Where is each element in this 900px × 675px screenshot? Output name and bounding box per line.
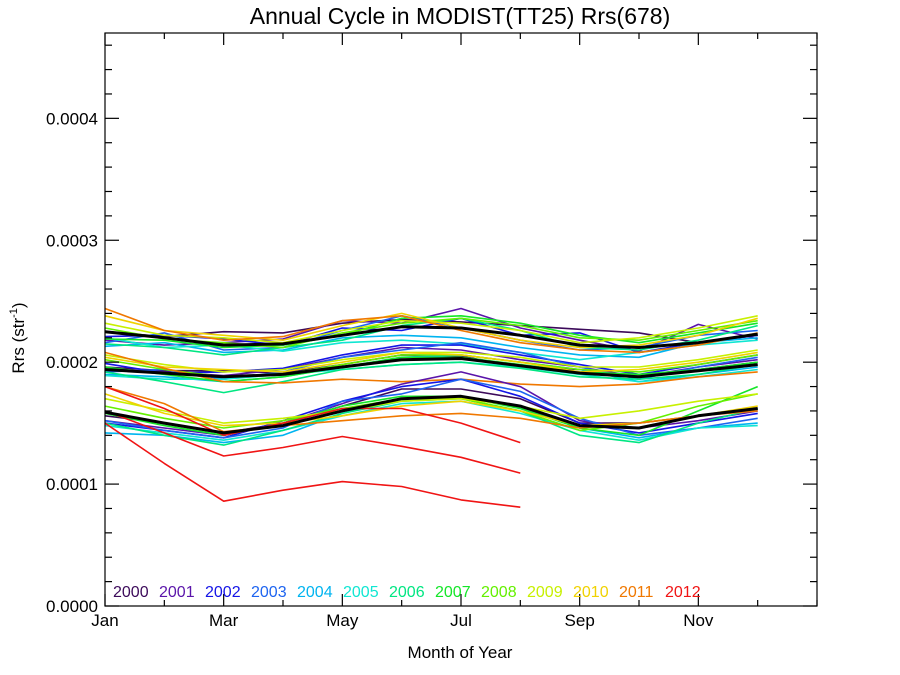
x-tick-label: Sep [565, 611, 595, 630]
legend-item-2000: 2000 [113, 584, 149, 601]
series-line-2012-a-38 [104, 385, 521, 444]
legend: 2000 2001 2002 2003 2004 2005 2006 2007 2008 2009… [113, 584, 701, 601]
y-axis-label-end: ) [9, 302, 28, 308]
series-line-lower-31 [104, 400, 758, 442]
series-line-middle-19 [104, 361, 758, 394]
series-line-upper-4 [104, 334, 758, 359]
y-axis-label: Rrs (str-1) [8, 302, 28, 373]
series-line-lower-35 [104, 393, 758, 424]
series-line-mean-middle-25 [104, 357, 758, 379]
series-line-lower-29 [104, 378, 758, 439]
series-line-middle-22 [104, 349, 758, 373]
series-layer [104, 307, 759, 508]
x-axis-label: Month of Year [408, 643, 513, 662]
legend-item-2004: 2004 [297, 584, 333, 601]
series-line-middle-20 [104, 356, 758, 383]
legend-item-2012: 2012 [665, 584, 701, 601]
series-line-middle-24 [104, 351, 758, 388]
series-line-mean-lower-41 [104, 394, 758, 435]
x-tick-label: Nov [683, 611, 714, 630]
y-tick-label: 0.0003 [46, 231, 98, 250]
series-line-2012-b-39 [104, 410, 521, 474]
legend-item-2010: 2010 [573, 584, 609, 601]
legend-item-2006: 2006 [389, 584, 425, 601]
series-line-upper-11 [104, 307, 758, 354]
legend-item-2007: 2007 [435, 584, 471, 601]
chart-title: Annual Cycle in MODIST(TT25) Rrs(678) [250, 3, 671, 29]
y-axis-label-main: Rrs (str [9, 318, 28, 374]
series-line-mean-upper-12 [104, 325, 758, 349]
y-tick-label: 0.0000 [46, 597, 98, 616]
x-tick-label: Jan [91, 611, 118, 630]
legend-item-2009: 2009 [527, 584, 563, 601]
x-tick-label: Mar [209, 611, 239, 630]
y-tick-label: 0.0001 [46, 475, 98, 494]
x-tick-label: Jul [450, 611, 472, 630]
series-line-upper-7 [104, 314, 758, 349]
legend-item-2001: 2001 [159, 584, 195, 601]
legend-item-2003: 2003 [251, 584, 287, 601]
series-line-2012-c-40 [104, 422, 521, 508]
axis-layer: Jan Mar May Jul Sep Nov 0.0000 0.0001 0.0002 0.00… [46, 33, 818, 630]
x-tick-label: May [326, 611, 359, 630]
legend-item-2005: 2005 [343, 584, 379, 601]
y-tick-label: 0.0004 [46, 109, 98, 128]
legend-item-2002: 2002 [205, 584, 241, 601]
series-line-upper-9 [104, 315, 758, 344]
y-tick-label: 0.0002 [46, 353, 98, 372]
series-line-middle-23 [104, 351, 758, 373]
y-axis-label-superscript: -1 [8, 308, 20, 318]
series-line-lower-37 [104, 385, 758, 433]
legend-item-2008: 2008 [481, 584, 517, 601]
series-line-upper-10 [104, 312, 758, 349]
legend-item-2011: 2011 [619, 584, 654, 601]
series-line-middle-15 [104, 344, 758, 376]
